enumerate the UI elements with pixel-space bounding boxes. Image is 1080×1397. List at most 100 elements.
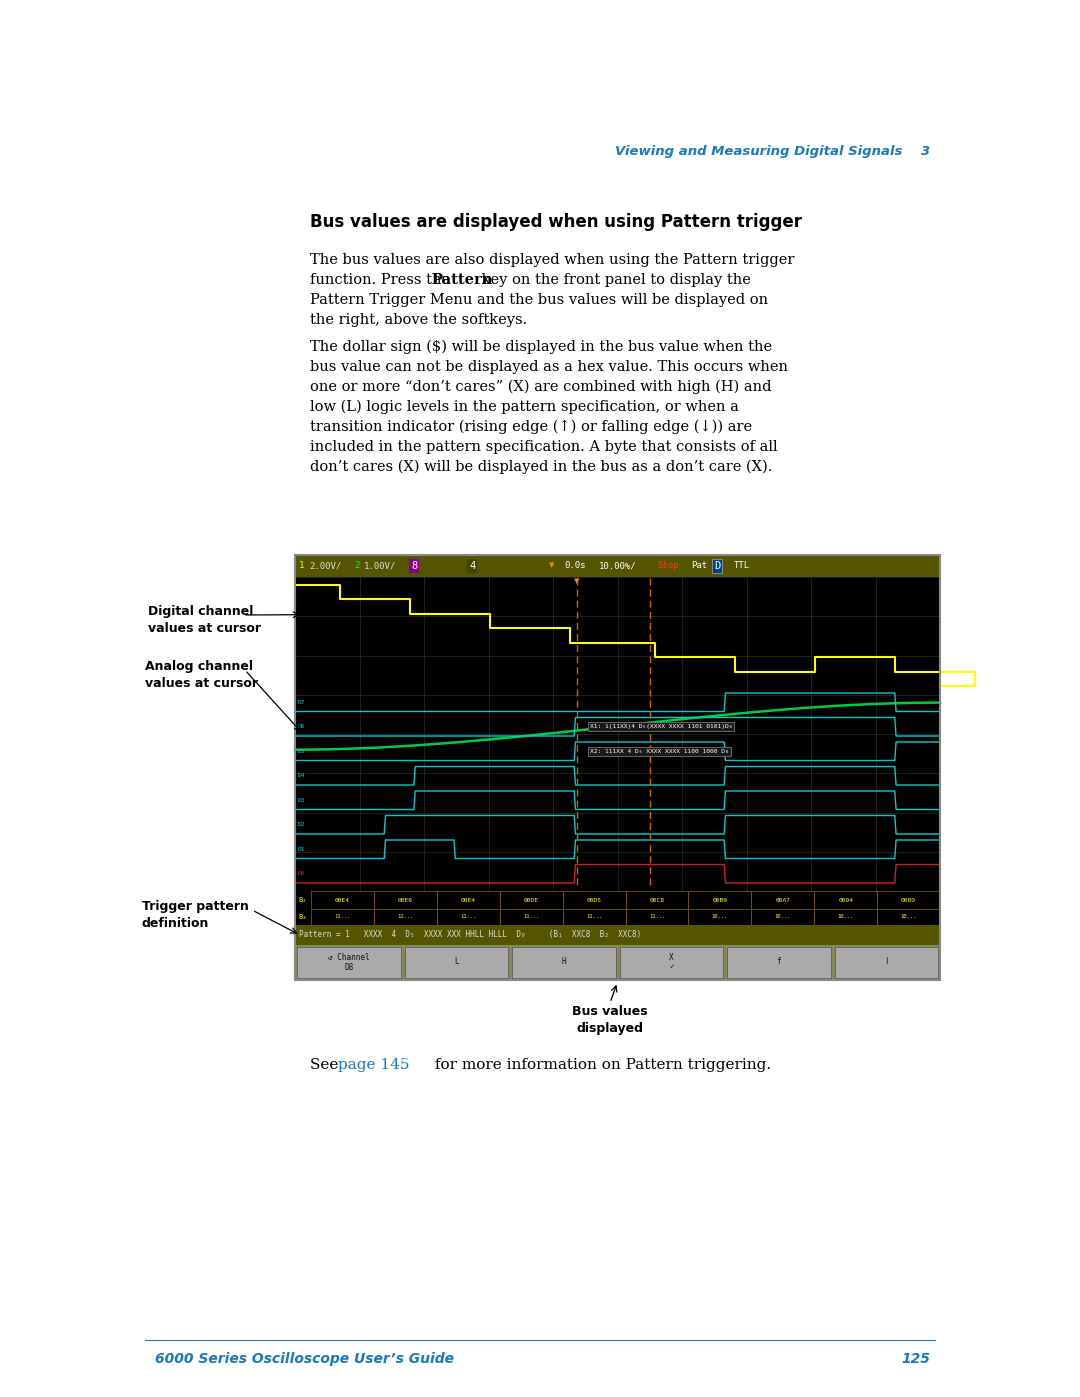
Bar [374, 909, 436, 925]
Text: Pattern: Pattern [431, 272, 492, 286]
Text: Stop: Stop [657, 562, 678, 570]
Text: 00E4: 00E4 [335, 897, 350, 902]
Text: 2: 2 [354, 562, 360, 570]
Bar [620, 947, 723, 978]
Text: B₂: B₂ [298, 897, 307, 902]
Text: 11...: 11... [586, 915, 603, 919]
Bar [311, 891, 374, 909]
Text: 10...: 10... [774, 915, 791, 919]
Text: D5: D5 [298, 749, 306, 754]
Text: ▼: ▼ [575, 578, 580, 584]
Text: 1: 1 [299, 562, 305, 570]
Text: 11...: 11... [335, 915, 351, 919]
Text: 11...: 11... [649, 915, 665, 919]
Text: bus value can not be displayed as a hex value. This occurs when: bus value can not be displayed as a hex … [310, 360, 788, 374]
Text: one or more “don’t cares” (X) are combined with high (H) and: one or more “don’t cares” (X) are combin… [310, 380, 771, 394]
Text: D3: D3 [298, 798, 306, 803]
Bar [500, 909, 563, 925]
Text: ▼: ▼ [549, 562, 554, 569]
Text: 00C8: 00C8 [649, 897, 664, 902]
Text: Pattern Trigger Menu and the bus values will be displayed on: Pattern Trigger Menu and the bus values … [310, 293, 768, 307]
Text: Digital channel
values at cursor: Digital channel values at cursor [148, 605, 261, 636]
Bar [295, 909, 940, 925]
Text: transition indicator (rising edge (↑) or falling edge (↓)) are: transition indicator (rising edge (↑) or… [310, 420, 752, 434]
Bar [295, 555, 940, 981]
Bar [311, 909, 374, 925]
Text: D: D [714, 562, 720, 571]
Text: low (L) logic levels in the pattern specification, or when a: low (L) logic levels in the pattern spec… [310, 400, 739, 415]
Text: 11...: 11... [397, 915, 414, 919]
Text: 6000 Series Oscilloscope User’s Guide: 6000 Series Oscilloscope User’s Guide [156, 1352, 454, 1366]
Text: 00D5: 00D5 [586, 897, 602, 902]
Text: Pattern = 1   XXXX  4  D₅  XXXX XXX HHLL HLLL  D₀     (B₁  XXC8  B₂  XXC8): Pattern = 1 XXXX 4 D₅ XXXX XXX HHLL HLLL… [299, 930, 642, 940]
Text: D4: D4 [298, 774, 306, 778]
Bar [877, 909, 940, 925]
Text: D6: D6 [298, 724, 306, 729]
Text: L: L [454, 957, 459, 967]
Text: 11...: 11... [523, 915, 539, 919]
Bar [835, 947, 939, 978]
Bar [374, 891, 436, 909]
Text: 00B9: 00B9 [713, 897, 727, 902]
Text: ✓: ✓ [669, 963, 674, 971]
Bar [512, 947, 616, 978]
Text: key on the front panel to display the: key on the front panel to display the [477, 272, 751, 286]
Text: Trigger pattern
definition: Trigger pattern definition [141, 900, 248, 930]
Bar [295, 555, 940, 577]
Text: The bus values are also displayed when using the Pattern trigger: The bus values are also displayed when u… [310, 253, 795, 267]
Text: Analog channel
values at cursor: Analog channel values at cursor [145, 659, 258, 690]
Text: f: f [777, 957, 781, 967]
Text: function. Press the: function. Press the [310, 272, 455, 286]
Text: 10.00%/: 10.00%/ [599, 562, 636, 570]
Bar [500, 891, 563, 909]
Text: for more information on Pattern triggering.: for more information on Pattern triggeri… [430, 1058, 771, 1071]
Text: 2.00V/: 2.00V/ [309, 562, 341, 570]
Text: 10...: 10... [901, 915, 917, 919]
Bar [295, 891, 940, 909]
Text: H: H [562, 957, 566, 967]
Bar [295, 925, 940, 944]
Text: TTL: TTL [734, 562, 751, 570]
Bar [814, 891, 877, 909]
Bar [436, 891, 500, 909]
Bar [877, 891, 940, 909]
Bar [436, 909, 500, 925]
Text: 4: 4 [469, 562, 475, 571]
Text: ↺ Channel: ↺ Channel [328, 953, 369, 961]
Text: 125: 125 [901, 1352, 930, 1366]
Text: 00E4: 00E4 [461, 897, 476, 902]
Text: the right, above the softkeys.: the right, above the softkeys. [310, 313, 527, 327]
Text: 00E6: 00E6 [397, 897, 413, 902]
Bar [625, 891, 688, 909]
Text: D2: D2 [298, 823, 306, 827]
Bar [295, 555, 940, 981]
Text: 0080: 0080 [901, 897, 916, 902]
Bar [405, 947, 508, 978]
Text: D7: D7 [298, 700, 306, 704]
Bar [297, 947, 401, 978]
Text: X2: 111XX 4 D₅ XXXX XXXX 1100 1000 D₀: X2: 111XX 4 D₅ XXXX XXXX 1100 1000 D₀ [590, 749, 729, 754]
Bar [563, 891, 625, 909]
Text: D1: D1 [298, 847, 306, 852]
Bar [295, 944, 940, 981]
Text: 11...: 11... [460, 915, 476, 919]
Text: 1.00V/: 1.00V/ [364, 562, 396, 570]
Bar [752, 891, 814, 909]
Text: 10...: 10... [712, 915, 728, 919]
Text: 00A7: 00A7 [775, 897, 791, 902]
Text: 00DE: 00DE [524, 897, 539, 902]
Text: D0: D0 [298, 872, 306, 876]
Text: ǀ: ǀ [883, 957, 889, 967]
Bar [688, 909, 752, 925]
Text: See: See [310, 1058, 343, 1071]
Text: included in the pattern specification. A byte that consists of all: included in the pattern specification. A… [310, 440, 778, 454]
Bar [625, 909, 688, 925]
Text: X: X [669, 953, 674, 961]
Text: 0.0s: 0.0s [564, 562, 585, 570]
Text: don’t cares (X) will be displayed in the bus as a don’t care (X).: don’t cares (X) will be displayed in the… [310, 460, 772, 475]
Bar [727, 947, 831, 978]
Bar [752, 909, 814, 925]
Text: Bus values are displayed when using Pattern trigger: Bus values are displayed when using Patt… [310, 212, 802, 231]
Bar [563, 909, 625, 925]
Text: Viewing and Measuring Digital Signals    3: Viewing and Measuring Digital Signals 3 [615, 145, 930, 158]
